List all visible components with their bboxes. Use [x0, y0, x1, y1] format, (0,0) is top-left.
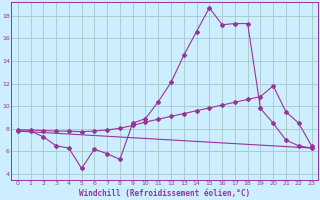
X-axis label: Windchill (Refroidissement éolien,°C): Windchill (Refroidissement éolien,°C) — [79, 189, 250, 198]
